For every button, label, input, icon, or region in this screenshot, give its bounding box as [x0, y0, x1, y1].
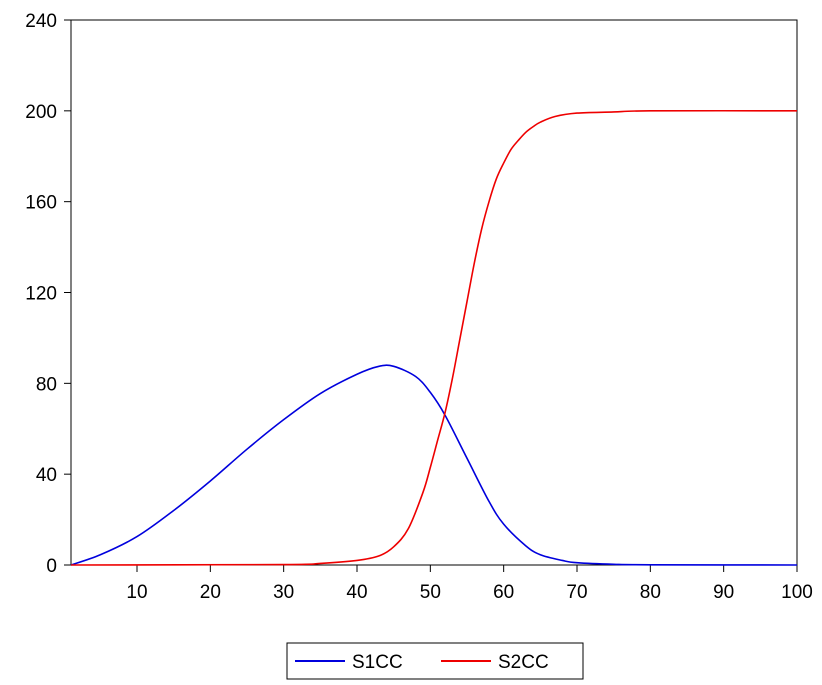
legend-label-s1cc: S1CC	[352, 652, 403, 673]
legend: S1CC S2CC	[286, 642, 584, 680]
y-tick-label: 40	[36, 465, 57, 486]
y-tick-label: 200	[25, 102, 57, 123]
x-tick-label: 30	[273, 582, 294, 603]
plot-frame	[70, 19, 798, 566]
y-tick-label: 160	[25, 193, 57, 214]
x-tick-label: 70	[566, 582, 587, 603]
x-tick-label: 10	[126, 582, 147, 603]
series-layer	[70, 109, 798, 566]
x-tick-label: 60	[493, 582, 514, 603]
legend-label-s2cc: S2CC	[498, 652, 549, 673]
x-tick-label: 90	[713, 582, 734, 603]
x-axis: 10 20 30 40 50 60 70 80 90 100	[126, 565, 813, 603]
series-line-s1cc	[70, 364, 798, 566]
x-tick-label: 20	[200, 582, 221, 603]
y-axis: 0 40 80 120 160 200 240	[25, 11, 71, 577]
x-tick-label: 50	[420, 582, 441, 603]
series-line-s2cc	[70, 109, 798, 566]
x-tick-label: 40	[346, 582, 367, 603]
y-tick-label: 0	[46, 556, 57, 577]
x-tick-label: 100	[781, 582, 813, 603]
x-tick-label: 80	[640, 582, 661, 603]
y-tick-label: 240	[25, 11, 57, 32]
y-tick-label: 120	[25, 284, 57, 305]
y-tick-label: 80	[36, 374, 57, 395]
